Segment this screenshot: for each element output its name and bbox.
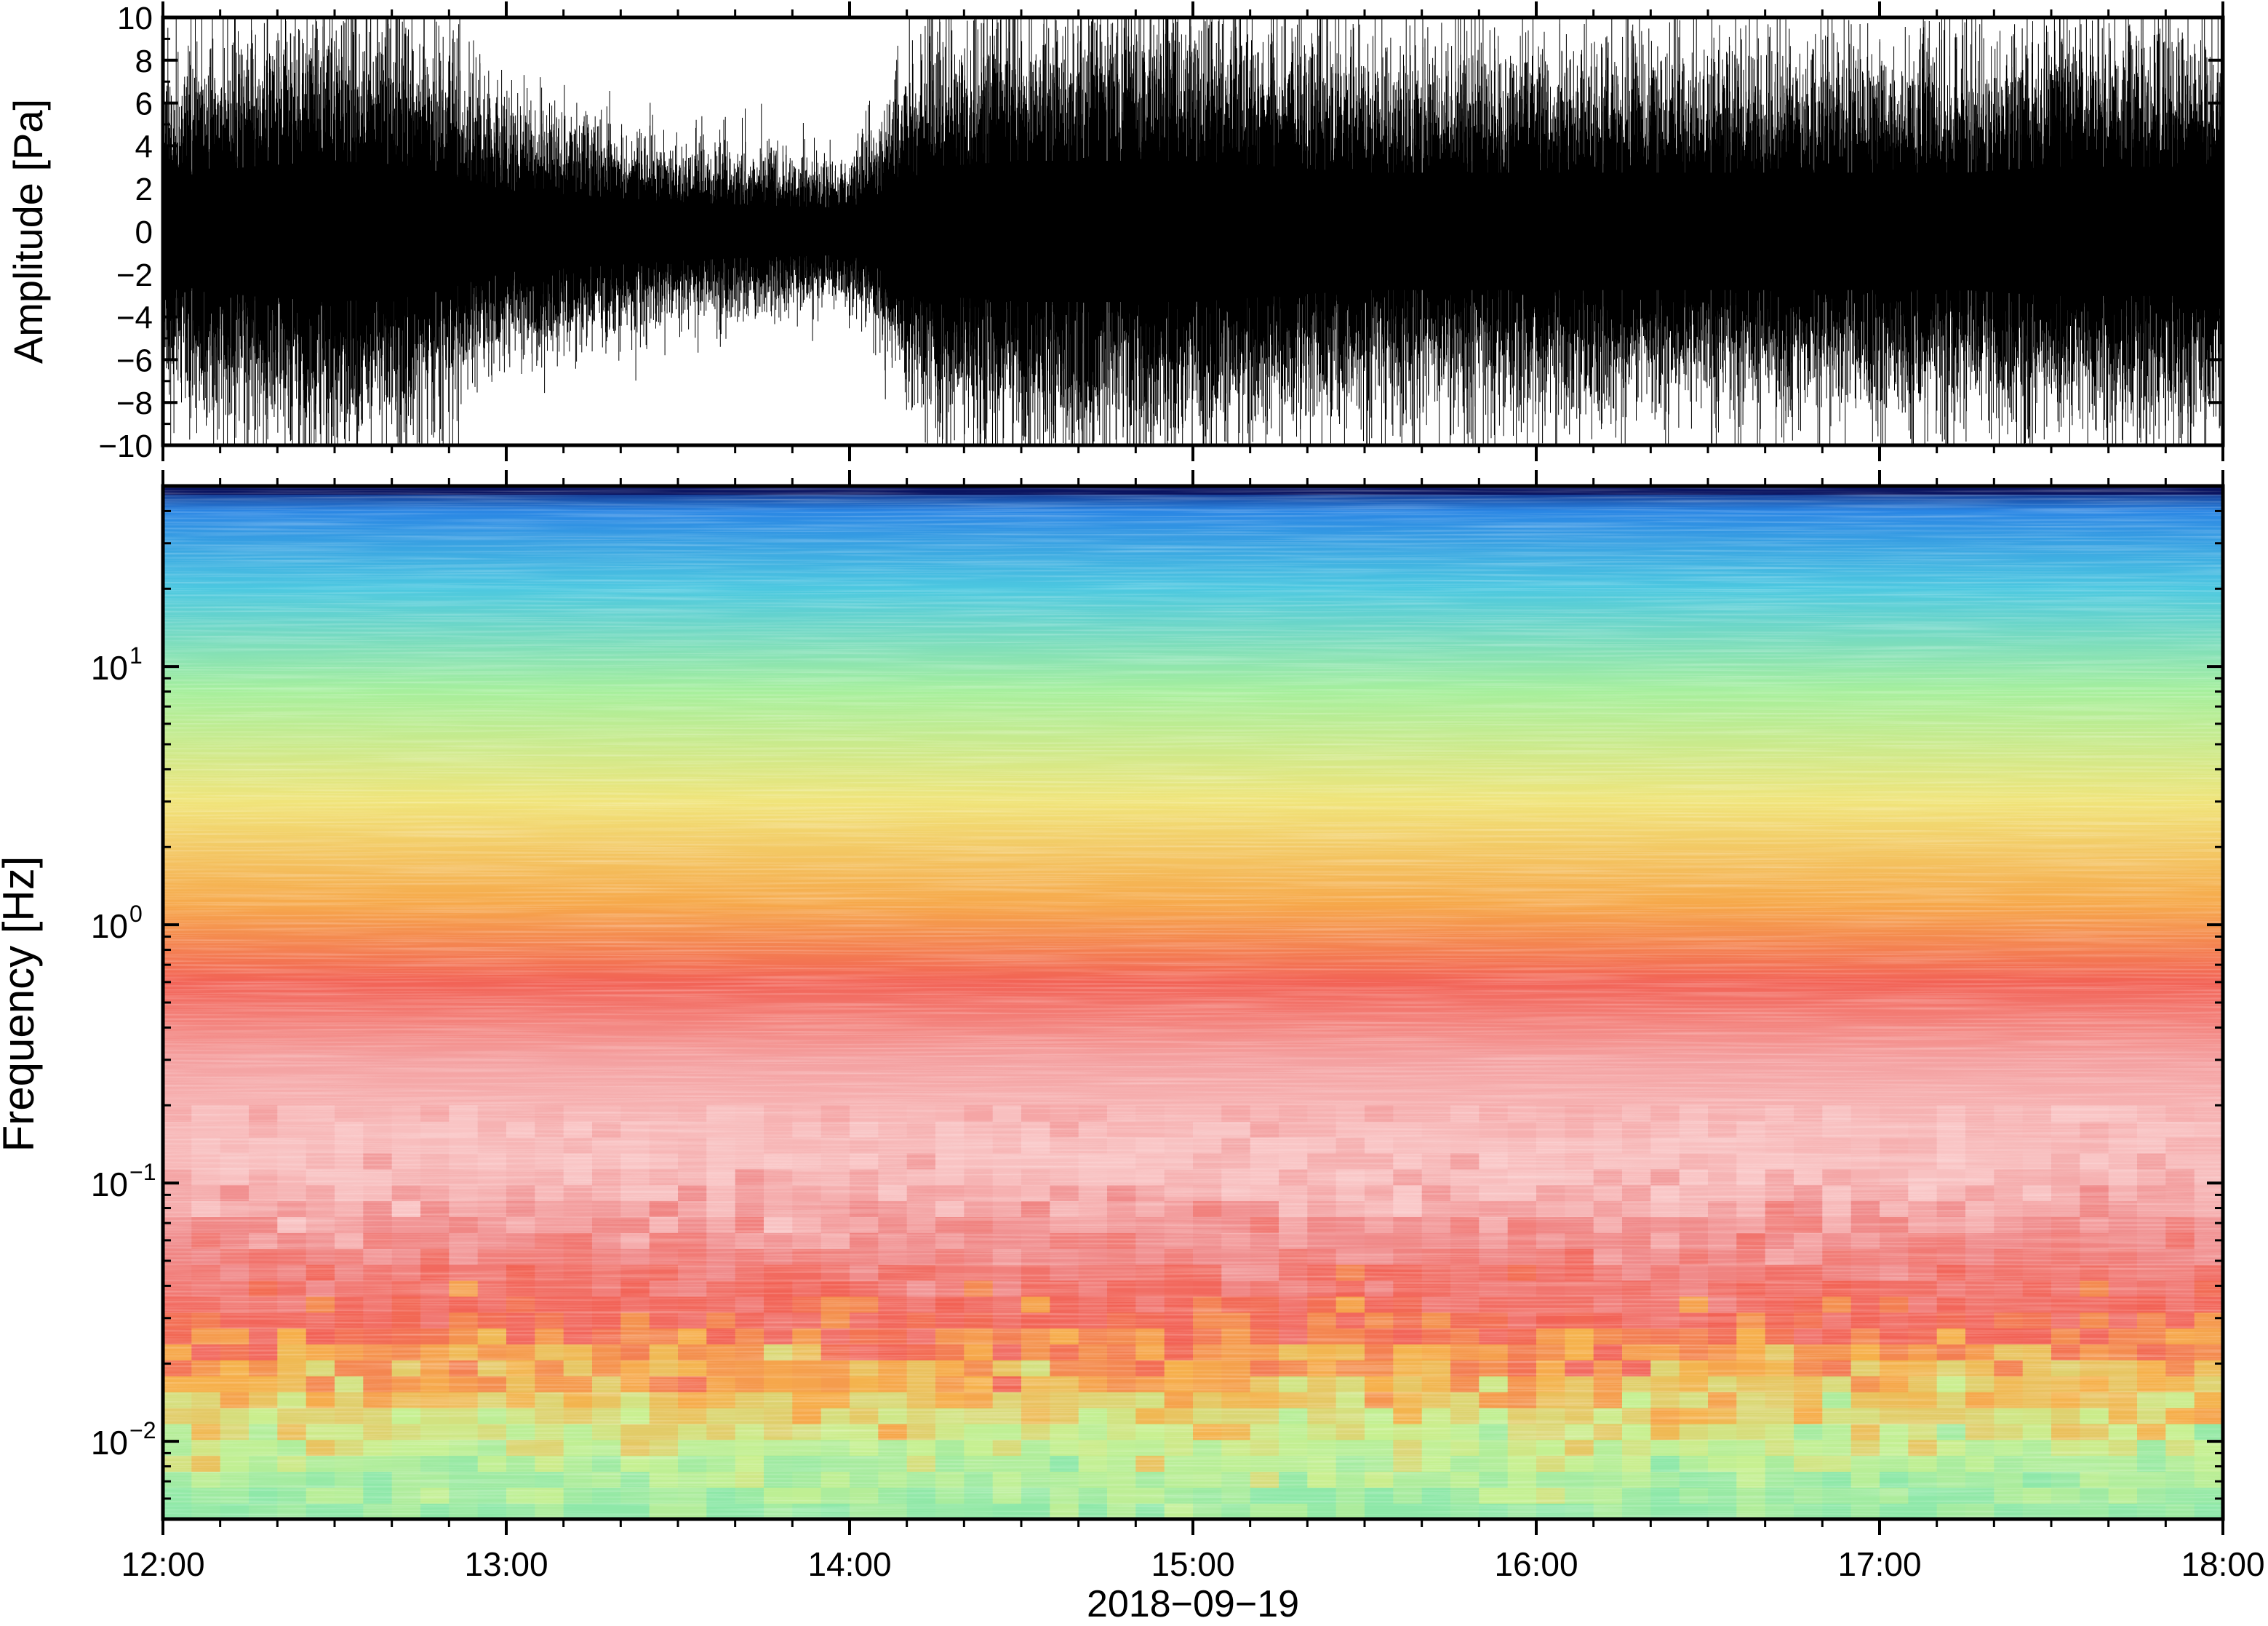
amplitude-y-tick-label: −4 bbox=[116, 300, 153, 336]
amplitude-y-tick-label: 4 bbox=[135, 129, 153, 164]
amplitude-trace bbox=[163, 17, 2223, 445]
x-tick-label: 14:00 bbox=[807, 1545, 891, 1583]
amplitude-y-tick-label: −2 bbox=[116, 258, 153, 293]
x-tick-label: 13:00 bbox=[464, 1545, 548, 1583]
amplitude-y-ticks: −10 −8 −6 −4 −2 0 2 4 6 8 10 bbox=[98, 1, 2223, 464]
spectrogram-y-tick-exponent: −1 bbox=[129, 1159, 156, 1185]
x-axis-date-label: 2018−09−19 bbox=[1087, 1583, 1299, 1622]
spectrogram-y-tick-label: 10 bbox=[91, 649, 128, 687]
amplitude-y-tick-label: −8 bbox=[116, 386, 153, 421]
amplitude-y-tick-label: 6 bbox=[135, 87, 153, 122]
amplitude-x-ticks bbox=[161, 1, 2224, 461]
spectrogram-y-tick-exponent: 0 bbox=[129, 901, 143, 927]
spectrogram-y-tick-label: 10 bbox=[91, 1424, 128, 1462]
amplitude-y-tick-label: 0 bbox=[135, 215, 153, 250]
x-tick-label: 12:00 bbox=[121, 1545, 204, 1583]
amplitude-y-tick-label: 10 bbox=[117, 1, 153, 36]
x-tick-label: 16:00 bbox=[1494, 1545, 1578, 1583]
spectrogram-y-label: Frequency [Hz] bbox=[0, 856, 43, 1152]
spectrogram-y-tick-exponent: −2 bbox=[129, 1417, 156, 1443]
amplitude-y-tick-label: −6 bbox=[116, 343, 153, 378]
amplitude-panel: −10 −8 −6 −4 −2 0 2 4 6 8 10 Amplitude [Pa] bbox=[5, 1, 2225, 464]
spectrogram-y-tick-label: 10 bbox=[91, 907, 128, 945]
amplitude-y-tick-label: 2 bbox=[135, 172, 153, 207]
amplitude-y-label: Amplitude [Pa] bbox=[5, 99, 51, 364]
x-tick-label: 18:00 bbox=[2181, 1545, 2264, 1583]
spectrogram-y-tick-exponent: 1 bbox=[129, 642, 143, 669]
spectrogram-y-tick-label: 10 bbox=[91, 1165, 128, 1203]
spectrogram-streaks bbox=[163, 486, 2223, 1519]
x-tick-label: 15:00 bbox=[1151, 1545, 1234, 1583]
spectrogram-x-ticks: 12:00 13:00 14:00 15:00 16:00 17:00 18:00 bbox=[121, 470, 2265, 1583]
amplitude-y-tick-label: −10 bbox=[98, 429, 153, 464]
amplitude-waveform bbox=[163, 17, 2223, 445]
amplitude-y-tick-label: 8 bbox=[135, 44, 153, 79]
x-tick-label: 17:00 bbox=[1837, 1545, 1921, 1583]
